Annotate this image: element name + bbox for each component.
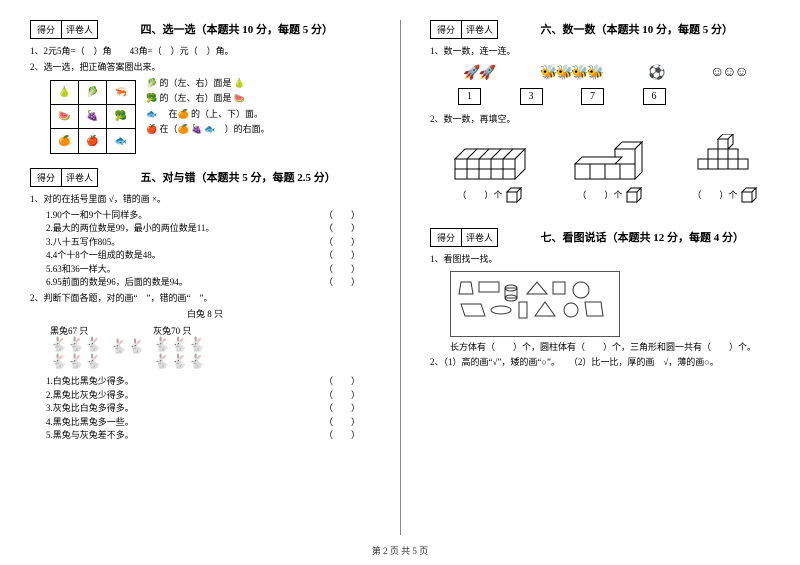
sec5-item: 2.最大的两位数是99，最小的两位数是11。（ ） [46,222,380,236]
sec4-q2: 2、选一选，把正确答案圈出来。 [30,61,380,75]
black-rabbit-group: 黑兔67 只 🐇🐇🐇🐇🐇🐇 [50,324,102,371]
section-5-title: 五、对与错（本题共 5 分，每题 2.5 分） [141,169,336,185]
shapes-box [450,271,620,337]
ball-group: ⚽ [648,65,663,82]
cube-figure-3: （ ）个 [690,134,760,206]
page-root: 得分 评卷人 四、选一选（本题共 10 分，每题 5 分） 1、2元5角=（ ）… [0,0,800,565]
sec4-q1: 1、2元5角=（ ）角 43角=（ ）元（ ）角。 [30,45,380,59]
sec5-item: 5.63和36一样大。（ ） [46,263,380,277]
grid-cell: 🍇 [79,105,107,129]
gray-rabbit-label: 灰兔70 只 [153,324,205,337]
grid-cell: 🍉 [51,105,79,129]
score-label: 得分 [31,169,62,186]
number-box: 6 [643,88,666,105]
grid-cell: 🐟 [107,129,135,153]
grid-cell: 🦐 [107,81,135,105]
sec7-line1: 长方体有（ ）个，圆柱体有（ ）个，三角形和圆一共有（ ）个。 [450,341,780,355]
cube-figure-2: （ ）个 [570,134,650,206]
white-rabbit-group: 🐇🐇 [110,339,145,356]
right-column: 得分 评卷人 六、数一数（本题共 10 分，每题 5 分） 1、数一数，连一连。… [400,0,800,565]
score-box-7: 得分 评卷人 [430,228,498,247]
sec5-item2: 5.黑兔与灰兔差不多。（ ） [46,429,380,443]
sec5-item2: 2.黑兔比灰兔少得多。（ ） [46,389,380,403]
sec6-q1: 1、数一数，连一连。 [430,45,780,59]
sec5-item: 3.八十五写作805。（ ） [46,236,380,250]
rabbit-icon: 🐇🐇 [110,339,145,356]
cubes-svg [450,134,530,184]
single-cube-icon [625,186,643,204]
sec5-item2: 3.灰兔比白兔多得多。（ ） [46,402,380,416]
grid-3x3: 🍐 🥬 🦐 🍉 🍇 🥦 🍊 🍎 🐟 [50,80,136,154]
sec5-q1: 1、对的在括号里面 √，错的画 ×。 [30,193,380,207]
number-box: 3 [520,88,543,105]
page-footer: 第 2 页 共 5 页 [0,544,800,557]
sec5-item: 4.4个十8个一组成的数是48。（ ） [46,249,380,263]
cube-blank: （ ）个 [457,190,502,200]
number-boxes-row: 1 3 7 6 [440,88,780,105]
number-box: 7 [581,88,604,105]
black-rabbit-label: 黑兔67 只 [50,324,102,337]
cube-figures-row: （ ）个 （ ）个 [430,134,780,206]
number-box: 1 [458,88,481,105]
cube-blank: （ ）个 [577,190,622,200]
rabbit-illustration: 黑兔67 只 🐇🐇🐇🐇🐇🐇 🐇🐇 灰兔70 只 🐇🐇🐇🐇🐇🐇 [50,324,380,371]
left-column: 得分 评卷人 四、选一选（本题共 10 分，每题 5 分） 1、2元5角=（ ）… [0,0,400,565]
section-7-title: 七、看图说话（本题共 12 分，每题 4 分） [541,229,745,245]
sec5-q2: 2、判断下面各题，对的画“ ”，错的画“ ”。 [30,292,380,306]
cubes-svg [690,134,760,184]
score-box-6: 得分 评卷人 [430,20,498,39]
single-cube-icon [505,186,523,204]
grid-cell: 🍎 [79,129,107,153]
shapes-svg [455,280,605,328]
sec5-item2: 4.黑兔比黑兔多一些。（ ） [46,416,380,430]
grader-label: 评卷人 [462,21,497,38]
cubes-svg [570,134,650,184]
count-icons-row: 🚀🚀 🐝🐝🐝🐝 ⚽ ☺☺☺ [440,65,770,82]
score-label: 得分 [431,229,462,246]
sec5-item2: 1.白兔比黑兔少得多。（ ） [46,375,380,389]
white-rabbit-label: 白兔 8 只 [30,307,380,320]
sec7-q2: 2、（1）高的画“√”，矮的画“○”。 （2）比一比，厚的画 √，薄的画○。 [430,356,780,370]
score-box-4: 得分 评卷人 [30,20,98,39]
smiley-group: ☺☺☺ [710,65,747,82]
gray-rabbit-group: 灰兔70 只 🐇🐇🐇🐇🐇🐇 [153,324,205,371]
cube-blank: （ ）个 [692,190,737,200]
grid-cell: 🍐 [51,81,79,105]
sec5-item: 6.95前面的数是96，后面的数是94。（ ） [46,276,380,290]
sec6-q2: 2、数一数，再填空。 [430,113,780,127]
cube-figure-1: （ ）个 [450,134,530,206]
bee-group: 🐝🐝🐝🐝 [540,65,602,82]
rabbit-icon: 🐇🐇🐇🐇🐇🐇 [153,337,205,371]
section-4-title: 四、选一选（本题共 10 分，每题 5 分） [141,21,334,37]
sec5-item: 1.90个一和9个十同样多。（ ） [46,209,380,223]
score-label: 得分 [31,21,62,38]
grader-label: 评卷人 [62,21,97,38]
single-cube-icon [740,186,758,204]
rocket-group: 🚀🚀 [463,65,494,82]
score-box-5: 得分 评卷人 [30,168,98,187]
grid-cell: 🥦 [107,105,135,129]
sec7-q1: 1、看图找一找。 [430,253,780,267]
score-label: 得分 [431,21,462,38]
section-6-title: 六、数一数（本题共 10 分，每题 5 分） [541,21,734,37]
grader-label: 评卷人 [462,229,497,246]
grader-label: 评卷人 [62,169,97,186]
grid-cell: 🍊 [51,129,79,153]
grid-cell: 🥬 [79,81,107,105]
rabbit-icon: 🐇🐇🐇🐇🐇🐇 [50,337,102,371]
